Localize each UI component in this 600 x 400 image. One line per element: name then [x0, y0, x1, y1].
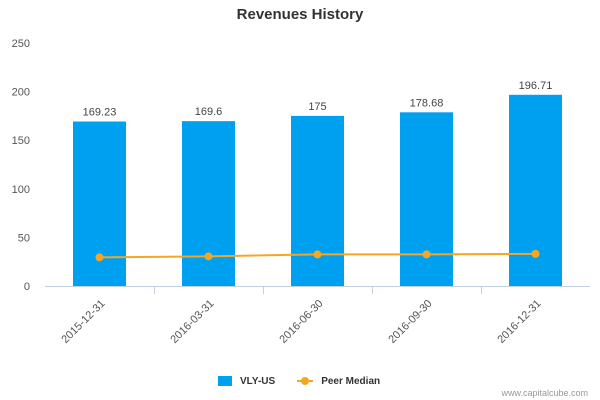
legend-item-line-series[interactable]: Peer Median	[297, 376, 380, 387]
bar	[291, 115, 344, 287]
peer-median-point	[95, 253, 104, 262]
x-tick-label: 2016-03-31	[168, 298, 216, 346]
bar	[182, 121, 235, 286]
y-tick-label: 250	[12, 38, 30, 50]
x-tick-label: 2016-12-31	[495, 298, 543, 346]
peer-median-point	[531, 249, 540, 258]
y-tick-label: 0	[24, 281, 30, 293]
legend-line-swatch	[297, 376, 314, 386]
x-tick-label: 2016-06-30	[277, 298, 325, 346]
x-tick-label: 2016-09-30	[386, 298, 434, 346]
y-tick-label: 150	[12, 135, 30, 147]
legend-bar-swatch	[218, 376, 232, 386]
bar	[73, 121, 126, 286]
y-tick-label: 50	[18, 232, 30, 244]
y-tick-label: 100	[12, 184, 30, 196]
watermark: www.capitalcube.com	[501, 388, 588, 398]
bar-value-label: 175	[308, 101, 326, 113]
bar-value-label: 178.68	[410, 97, 444, 109]
bar	[400, 112, 453, 287]
peer-median-point	[204, 252, 213, 261]
x-tick-label: 2015-12-31	[59, 298, 107, 346]
y-tick-label: 200	[12, 87, 30, 99]
bar-value-label: 169.6	[195, 106, 223, 118]
chart-title: Revenues History	[236, 6, 364, 23]
legend-label-line-series: Peer Median	[321, 375, 381, 387]
bar-value-label: 169.23	[83, 107, 117, 119]
legend-item-bar-series[interactable]: VLY-US	[218, 376, 275, 387]
legend-label-bar-series: VLY-US	[240, 375, 276, 387]
peer-median-point	[313, 250, 322, 259]
bar-value-label: 196.71	[519, 80, 553, 92]
peer-median-point	[422, 250, 431, 259]
legend: VLY-US Peer Median	[218, 373, 402, 389]
